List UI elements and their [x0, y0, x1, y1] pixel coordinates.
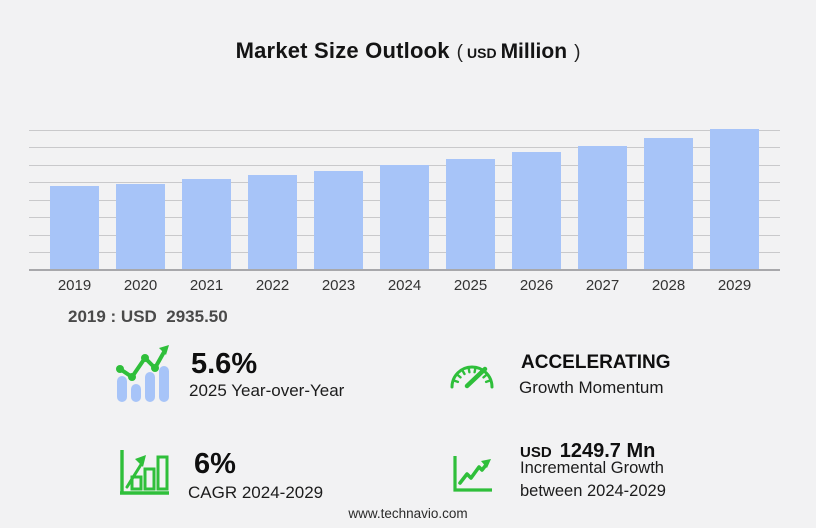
incremental-caption-line2: between 2024-2029 [520, 482, 666, 500]
incremental-value: USD 1249.7 Mn [520, 434, 655, 463]
cagr-caption: CAGR 2024-2029 [188, 483, 324, 502]
cagr-bar-growth-icon [120, 450, 169, 495]
gridline [29, 147, 780, 149]
incremental-growth-icon [453, 456, 492, 492]
x-axis-label-2026: 2026 [519, 277, 554, 294]
x-axis-label-2024: 2024 [387, 277, 422, 294]
x-axis-label-2021: 2021 [189, 277, 224, 294]
title-paren-close: ) [574, 42, 581, 63]
cagr-value: 6% [194, 448, 236, 480]
footer-url: www.technavio.com [348, 506, 468, 521]
title-currency: USD [467, 45, 497, 61]
gridline [29, 130, 780, 131]
x-axis-line [29, 269, 780, 271]
bar-2027 [578, 146, 627, 269]
title-unit: Million [500, 40, 568, 63]
bar-2025 [446, 159, 495, 269]
x-axis-label-2025: 2025 [453, 277, 488, 294]
speedometer-icon [450, 365, 494, 389]
yoy-value: 5.6% [191, 348, 258, 380]
title-text: Market Size Outlook [235, 38, 450, 63]
yoy-trend-icon [116, 345, 169, 402]
title-paren-open: ( [456, 42, 463, 63]
bar-chart: 2019 2020 2021 2022 2023 2024 2025 2026 2027 2028… [29, 129, 780, 294]
x-axis-label-2020: 2020 [123, 277, 158, 294]
base-year-value: 2019 : USD 2935.50 [68, 307, 228, 326]
x-axis-label-2023: 2023 [321, 277, 356, 294]
bar-2019 [50, 186, 99, 269]
x-axis-label-2019: 2019 [57, 277, 92, 294]
incremental-caption-line1: Incremental Growth [520, 459, 664, 477]
x-axis-label-2027: 2027 [585, 277, 620, 294]
bar-2022 [248, 175, 297, 269]
momentum-value: ACCELERATING [521, 352, 671, 373]
bar-2020 [116, 184, 165, 269]
momentum-caption: Growth Momentum [519, 378, 664, 397]
bar-2024 [380, 165, 429, 269]
incremental-currency: USD [520, 444, 552, 461]
bar-2023 [314, 171, 363, 269]
page-title: Market Size Outlook ( USD Million ) [0, 38, 816, 64]
x-axis-label-2029: 2029 [717, 277, 752, 294]
bar-2028 [644, 138, 693, 269]
yoy-caption: 2025 Year-over-Year [189, 381, 345, 400]
incremental-amount: 1249.7 Mn [559, 440, 656, 462]
bar-2029 [710, 129, 759, 269]
bar-2026 [512, 152, 561, 269]
x-axis-label-2022: 2022 [255, 277, 290, 294]
bar-2021 [182, 179, 231, 269]
x-axis-label-2028: 2028 [651, 277, 686, 294]
